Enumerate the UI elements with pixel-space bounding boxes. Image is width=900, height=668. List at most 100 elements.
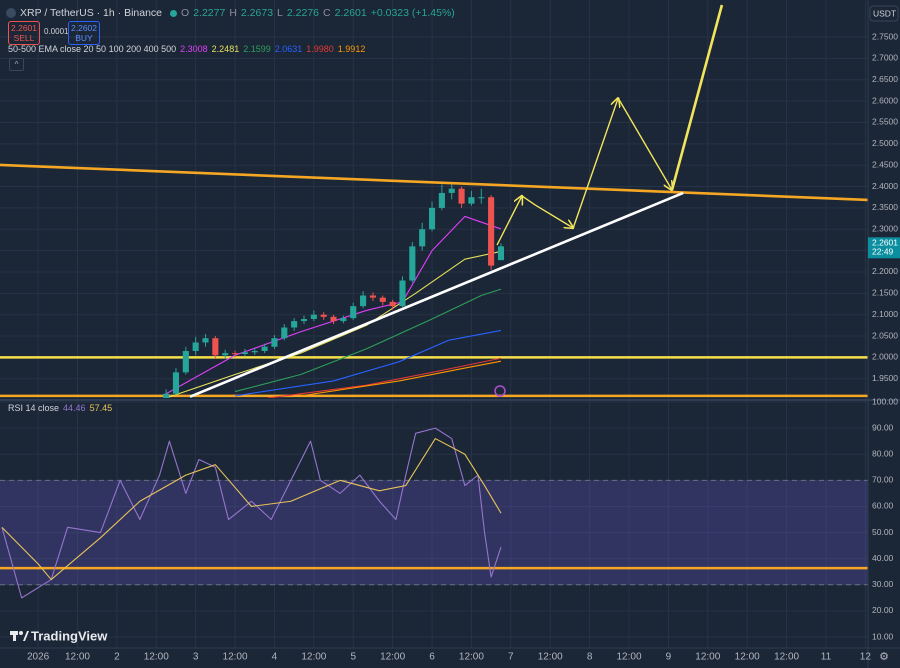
x-tick-label: 2	[114, 652, 120, 663]
candle-body	[172, 372, 180, 394]
y-tick-label: 40.00	[872, 553, 894, 563]
candle-body	[389, 301, 396, 307]
rsi-ma-value: 57.45	[89, 403, 113, 413]
x-tick-label: 12:00	[538, 652, 563, 663]
candle-body	[360, 295, 367, 307]
y-tick-label: 100.00	[872, 396, 898, 406]
y-tick-label: 2.5000	[872, 138, 898, 148]
candle-body	[488, 197, 495, 266]
y-tick-label: 70.00	[872, 475, 894, 485]
logo-text: TradingView	[31, 628, 108, 643]
sell-button[interactable]: 2.2601 SELL	[8, 21, 40, 45]
y-tick-label: 2.7000	[872, 53, 898, 63]
buy-price: 2.2602	[71, 23, 97, 33]
ohlc-label: C	[323, 7, 331, 19]
y-tick-label: 2.6000	[872, 95, 898, 105]
ema-line	[234, 329, 502, 397]
y-tick-label: 2.0000	[872, 352, 898, 362]
y-tick-label: 50.00	[872, 527, 894, 537]
alert-icon[interactable]	[494, 385, 506, 397]
ema-value: 2.3008	[180, 44, 208, 54]
ema-title: 50-500 EMA close 20 50 100 200 400 500	[8, 44, 177, 54]
x-tick-label: 12:00	[459, 652, 484, 663]
candle-body	[428, 207, 436, 230]
trend-line	[670, 4, 724, 191]
x-tick-label: 12:00	[735, 652, 760, 663]
candle-body	[468, 197, 475, 204]
candle-body	[438, 192, 445, 208]
ohlc-value: 2.2601	[334, 7, 367, 19]
candle-body	[458, 188, 465, 204]
candle-body	[478, 197, 485, 199]
x-tick-label: 8	[587, 652, 593, 663]
ohlc-value: 2.2673	[240, 7, 274, 19]
candle-body	[192, 342, 199, 352]
spread-value: 0.0001	[44, 27, 69, 36]
candle-body	[182, 351, 189, 373]
currency-dropdown[interactable]	[869, 5, 899, 22]
countdown: 22:49	[872, 247, 894, 257]
x-tick-label: 12:00	[65, 652, 90, 663]
buy-button[interactable]: 2.2602 BUY	[68, 21, 100, 45]
rsi-legend: RSI 14 close 44.46 57.45	[8, 403, 112, 413]
x-tick-label: 12:00	[144, 652, 169, 663]
y-tick-label: 60.00	[872, 501, 894, 511]
candle-body	[448, 188, 455, 193]
ohlc-label: L	[277, 7, 283, 19]
y-tick-label: 20.00	[872, 605, 894, 615]
y-tick-label: 80.00	[872, 448, 894, 458]
y-tick-label: 2.4500	[872, 159, 898, 169]
y-tick-label: 2.2000	[872, 266, 898, 276]
candle-body	[251, 351, 258, 353]
x-tick-label: 12:00	[616, 652, 641, 663]
ema-value: 2.0631	[274, 44, 303, 54]
ema-value: 1.9980	[306, 44, 334, 54]
ema-value: 1.9912	[337, 44, 366, 54]
y-tick-label: 2.7500	[872, 31, 898, 41]
rsi-value: 44.46	[63, 403, 86, 413]
ema-line	[234, 288, 502, 393]
ema-line	[165, 250, 502, 398]
projection-arrow	[496, 196, 522, 246]
candle-body	[241, 352, 248, 355]
last-price-tag	[868, 237, 900, 259]
x-tick-label: 3	[193, 652, 199, 663]
candle-body	[419, 229, 426, 247]
x-tick-label: 12:00	[695, 652, 720, 663]
candle-body	[497, 246, 505, 261]
candle-body	[163, 393, 170, 398]
ohlc-label: O	[181, 7, 190, 19]
y-tick-label: 2.3000	[872, 224, 898, 234]
ohlc-label: H	[229, 7, 237, 19]
x-tick-label: 11	[821, 652, 832, 663]
y-tick-label: 90.00	[872, 422, 894, 432]
y-tick-label: 1.9500	[872, 373, 898, 383]
candle-body	[399, 280, 406, 307]
candle-body	[271, 338, 278, 347]
candle-body	[300, 318, 308, 322]
x-tick-label: 4	[272, 652, 278, 663]
ema-line	[300, 360, 502, 397]
candle-body	[340, 318, 347, 322]
trend-line	[0, 163, 868, 202]
candle-body	[281, 327, 288, 339]
logo: TradingView	[10, 628, 108, 643]
ohlc-value: 2.2277	[193, 7, 226, 19]
candle-body	[369, 295, 376, 298]
rsi-ma-line	[1, 438, 502, 581]
x-tick-label: 2026	[27, 652, 50, 663]
x-tick-label: 12:00	[380, 652, 405, 663]
candle-body	[320, 314, 327, 317]
rsi-line	[1, 427, 502, 599]
ema-value: 2.1599	[243, 44, 271, 54]
settings-icon[interactable]: ⚙	[879, 651, 889, 663]
trend-line	[189, 191, 684, 398]
candle-body	[409, 246, 416, 281]
y-tick-label: 2.5500	[872, 117, 898, 127]
candle-body	[202, 338, 209, 343]
candle-body	[291, 321, 298, 328]
last-price: 2.2601	[872, 238, 898, 248]
collapse-button[interactable]: ^	[9, 58, 24, 71]
